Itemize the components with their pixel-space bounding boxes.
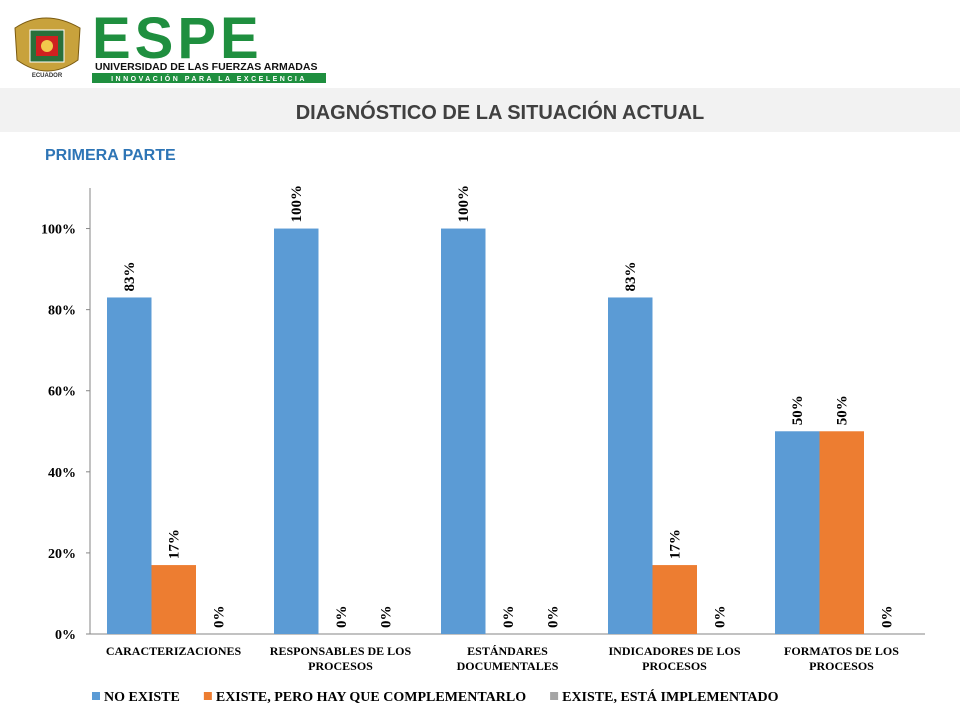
data-label: 0%	[211, 606, 227, 629]
data-label: 0%	[545, 606, 561, 629]
data-label: 0%	[501, 606, 517, 629]
motto: INNOVACIÓN PARA LA EXCELENCIA	[111, 74, 307, 83]
data-label: 17%	[668, 529, 684, 559]
y-tick-label: 20%	[48, 547, 76, 562]
slide-subtitle: PRIMERA PARTE	[45, 147, 176, 164]
legend-swatch	[550, 692, 559, 700]
data-label: 0%	[712, 606, 728, 629]
data-label: 50%	[790, 395, 806, 425]
legend-swatch	[203, 692, 212, 700]
y-tick-label: 0%	[55, 628, 76, 643]
x-tick-label: CARACTERIZACIONES	[105, 644, 242, 658]
x-tick-label: RESPONSABLES DE LOS PROCESOS	[269, 644, 412, 673]
data-label: 17%	[167, 529, 183, 559]
data-label: 83%	[623, 261, 639, 291]
x-tick-label: INDICADORES DE LOS PROCESOS	[608, 644, 741, 673]
brand: ESPE	[92, 6, 263, 71]
data-label: 83%	[122, 261, 138, 291]
data-label: 100%	[456, 185, 472, 223]
data-label: 0%	[334, 606, 350, 629]
bar	[441, 228, 486, 634]
y-tick-label: 100%	[41, 223, 76, 238]
y-tick-label: 60%	[48, 385, 76, 400]
data-label: 0%	[378, 606, 394, 629]
y-tick-label: 40%	[48, 466, 76, 481]
bar	[775, 431, 820, 634]
title-band	[0, 88, 960, 132]
y-tick-label: 80%	[48, 304, 76, 319]
bar	[107, 297, 152, 634]
country: ECUADOR	[32, 73, 63, 79]
legend-label: EXISTE, ESTÁ IMPLEMENTADO	[562, 688, 779, 705]
legend-label: EXISTE, PERO HAY QUE COMPLEMENTARLO	[216, 690, 526, 705]
bar	[652, 565, 697, 634]
x-tick-label: ESTÁNDARES DOCUMENTALES	[456, 644, 559, 673]
bar	[608, 297, 653, 634]
bar	[151, 565, 196, 634]
slide-title: DIAGNÓSTICO DE LA SITUACIÓN ACTUAL	[296, 100, 705, 124]
bar	[819, 431, 864, 634]
university: UNIVERSIDAD DE LAS FUERZAS ARMADAS	[95, 61, 317, 73]
motto-band	[92, 73, 326, 83]
bar	[274, 228, 319, 634]
legend-label: NO EXISTE	[104, 690, 180, 705]
data-label: 100%	[289, 185, 305, 223]
data-label: 0%	[879, 606, 895, 629]
legend-swatch	[92, 692, 100, 700]
logo-emblem	[14, 17, 81, 72]
data-label: 50%	[835, 395, 851, 425]
x-tick-label: FORMATOS DE LOS PROCESOS	[784, 644, 899, 673]
